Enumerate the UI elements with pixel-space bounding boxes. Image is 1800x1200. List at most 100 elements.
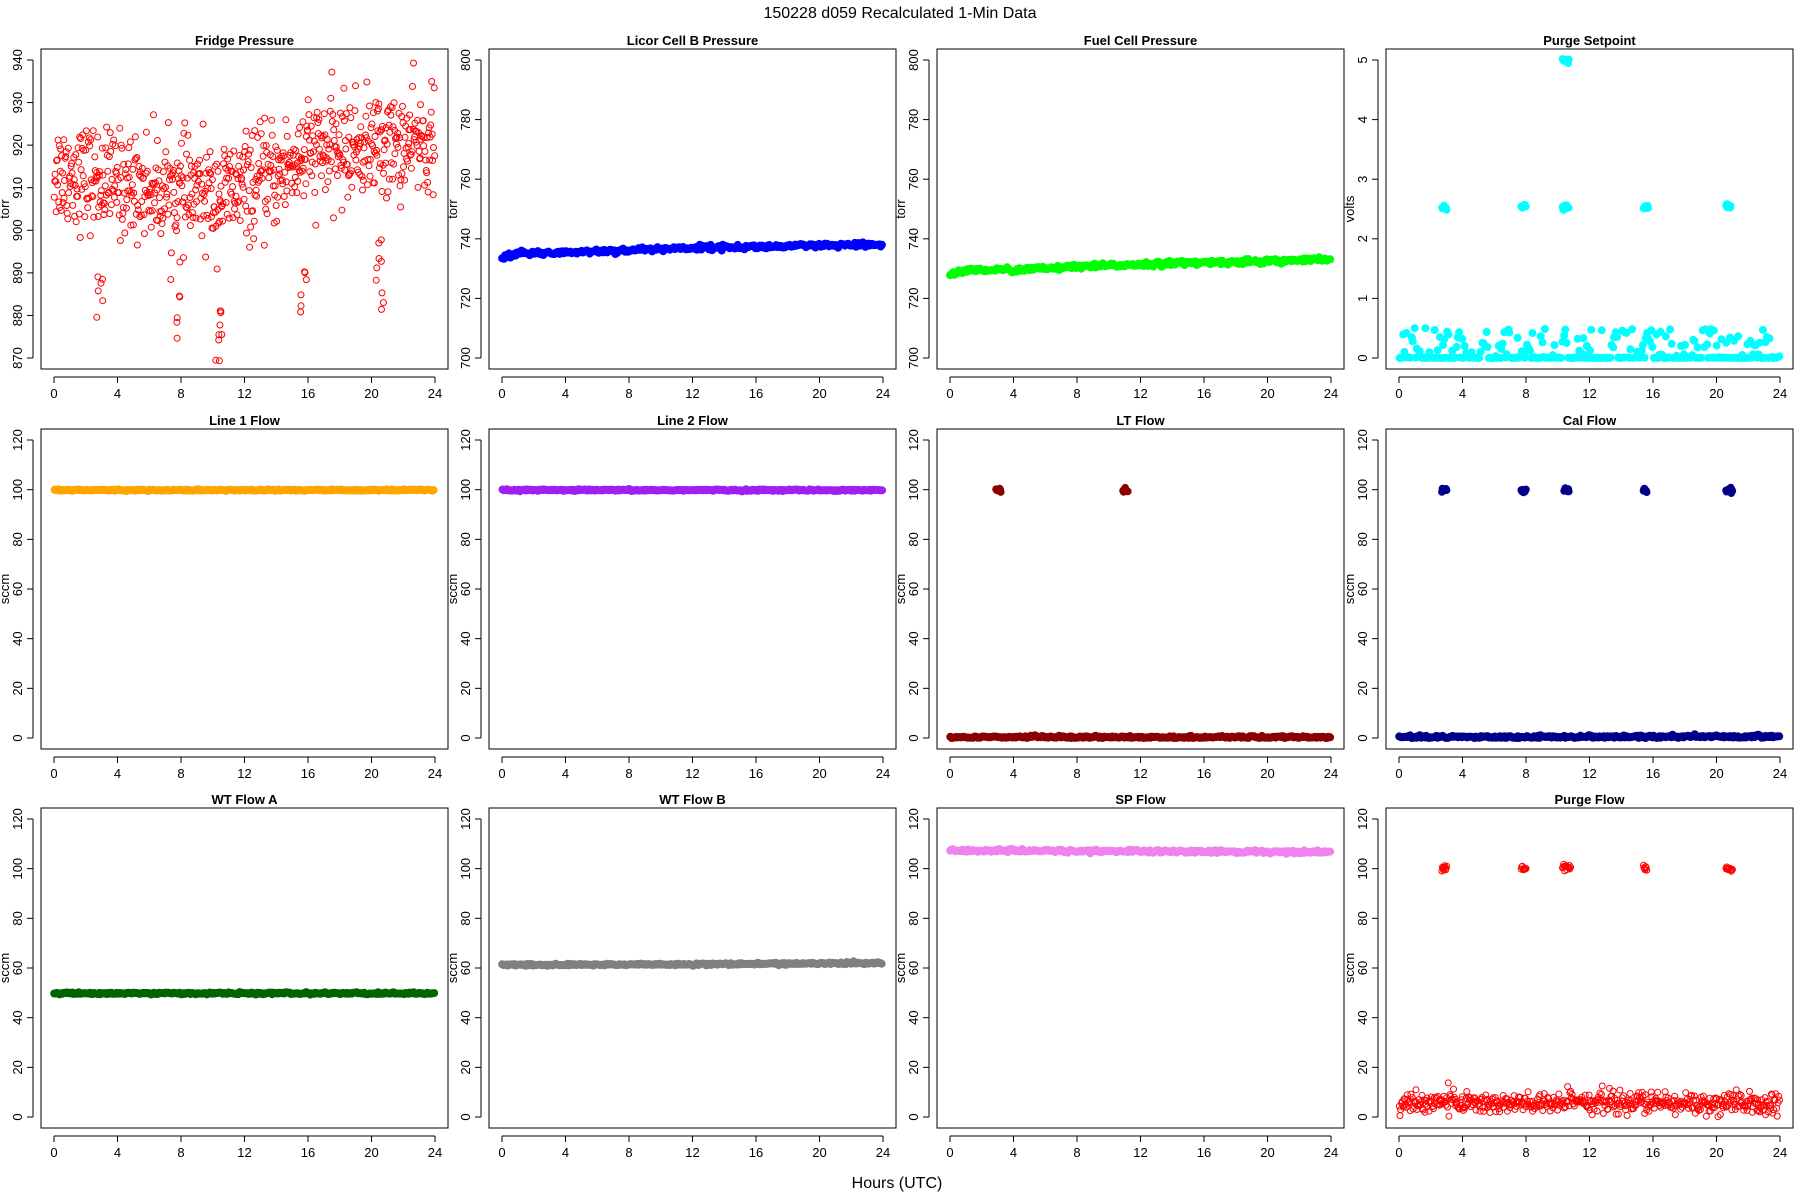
x-tick-label: 20 bbox=[364, 1145, 378, 1160]
data-point bbox=[299, 118, 307, 126]
data-point bbox=[74, 192, 82, 200]
x-tick-label: 24 bbox=[876, 766, 890, 781]
x-tick-label: 16 bbox=[301, 1145, 315, 1160]
y-tick-label: 80 bbox=[10, 911, 25, 925]
y-tick-label: 2 bbox=[1355, 235, 1370, 242]
y-axis-label: torr bbox=[893, 199, 908, 219]
data-point bbox=[1452, 342, 1461, 351]
x-tick-label: 8 bbox=[1522, 766, 1529, 781]
data-point bbox=[353, 135, 361, 143]
data-point bbox=[428, 130, 436, 138]
data-point bbox=[1681, 340, 1690, 349]
panel-title: SP Flow bbox=[1115, 792, 1166, 807]
data-point bbox=[327, 158, 335, 166]
y-axis-label: torr bbox=[0, 199, 12, 219]
data-point bbox=[215, 357, 223, 365]
data-point bbox=[130, 189, 138, 197]
data-point bbox=[102, 144, 110, 152]
data-point bbox=[304, 96, 312, 104]
data-point bbox=[357, 123, 365, 131]
data-point bbox=[1402, 328, 1411, 337]
data-point bbox=[234, 175, 242, 183]
data-point bbox=[99, 275, 106, 283]
y-axis-label: sccm bbox=[893, 574, 908, 604]
y-tick-label: 100 bbox=[1355, 858, 1370, 880]
data-point bbox=[244, 158, 252, 165]
panel-title: WT Flow A bbox=[212, 792, 279, 807]
data-point bbox=[300, 192, 308, 200]
data-point bbox=[361, 138, 368, 146]
data-point bbox=[279, 180, 287, 188]
data-point bbox=[332, 120, 340, 128]
data-point bbox=[106, 210, 114, 218]
data-point bbox=[352, 156, 360, 164]
data-point bbox=[1505, 328, 1514, 337]
data-point bbox=[297, 291, 305, 299]
data-point bbox=[410, 59, 417, 67]
data-point bbox=[1463, 1088, 1471, 1095]
data-point bbox=[69, 201, 77, 209]
data-point bbox=[418, 133, 426, 140]
x-tick-label: 24 bbox=[876, 1145, 890, 1160]
y-tick-label: 40 bbox=[1355, 1010, 1370, 1024]
data-point bbox=[178, 139, 185, 147]
data-point bbox=[1597, 326, 1606, 335]
data-point bbox=[1775, 732, 1784, 741]
panel-title: LT Flow bbox=[1116, 413, 1165, 428]
data-point bbox=[356, 171, 364, 178]
data-point bbox=[187, 162, 195, 170]
data-point bbox=[272, 143, 280, 151]
data-point bbox=[1656, 327, 1665, 336]
data-point bbox=[265, 174, 273, 182]
data-point bbox=[161, 205, 168, 213]
y-axis-label: sccm bbox=[1342, 574, 1357, 604]
panel-title: Fridge Pressure bbox=[195, 33, 294, 48]
y-tick-label: 60 bbox=[906, 961, 921, 975]
data-point bbox=[282, 116, 290, 124]
x-tick-label: 8 bbox=[625, 766, 632, 781]
data-point bbox=[394, 143, 402, 151]
data-point bbox=[1734, 332, 1743, 341]
data-point bbox=[54, 181, 62, 189]
y-tick-label: 0 bbox=[1355, 734, 1370, 741]
data-point bbox=[103, 123, 111, 131]
data-point bbox=[214, 167, 222, 175]
data-point bbox=[401, 133, 409, 141]
data-point bbox=[212, 356, 220, 364]
data-point bbox=[385, 121, 393, 129]
y-tick-label: 60 bbox=[10, 961, 25, 975]
data-point bbox=[50, 193, 58, 201]
data-point bbox=[79, 172, 87, 180]
x-tick-label: 4 bbox=[1010, 386, 1017, 401]
data-point bbox=[288, 189, 296, 197]
data-point bbox=[344, 193, 352, 201]
data-point bbox=[1520, 353, 1529, 362]
data-point bbox=[325, 145, 333, 153]
data-point bbox=[219, 200, 227, 207]
data-point bbox=[84, 204, 92, 212]
data-point bbox=[116, 124, 124, 132]
data-point bbox=[78, 144, 86, 152]
data-point bbox=[397, 203, 405, 211]
data-point bbox=[384, 188, 392, 196]
data-point bbox=[306, 168, 314, 176]
data-point bbox=[179, 198, 186, 206]
x-tick-label: 8 bbox=[1073, 1145, 1080, 1160]
x-tick-label: 4 bbox=[1010, 1145, 1017, 1160]
y-tick-label: 120 bbox=[1355, 808, 1370, 830]
data-point bbox=[312, 221, 320, 229]
y-tick-label: 890 bbox=[10, 262, 25, 284]
data-point bbox=[216, 321, 224, 329]
data-point bbox=[249, 207, 257, 215]
data-point bbox=[122, 204, 130, 212]
data-point bbox=[121, 229, 129, 237]
y-tick-label: 40 bbox=[906, 631, 921, 645]
data-point bbox=[331, 165, 339, 173]
data-point bbox=[421, 148, 429, 155]
data-point bbox=[1524, 1088, 1532, 1096]
data-point bbox=[301, 156, 309, 163]
